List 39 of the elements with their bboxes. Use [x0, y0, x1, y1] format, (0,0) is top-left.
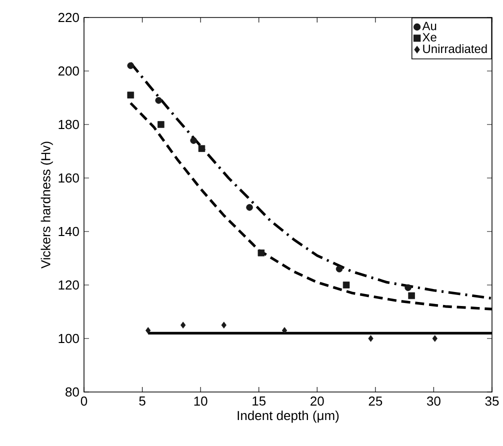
y-tick-label: 200: [58, 66, 79, 76]
point: [342, 282, 350, 288]
y-tick-label: 100: [58, 334, 79, 344]
x-tick-label: 5: [139, 396, 146, 406]
point: [127, 62, 134, 70]
y-tick-label: 160: [58, 173, 79, 183]
point: [246, 204, 253, 211]
x-tick-label: 20: [310, 396, 324, 406]
y-tick-label: 120: [58, 280, 79, 290]
y-tick-label: 180: [58, 120, 79, 130]
x-tick-label: 25: [368, 396, 382, 406]
legend-label: Au: [422, 22, 436, 30]
point: [198, 145, 206, 152]
point: [258, 250, 265, 256]
legend-label: Unirradiated: [423, 44, 487, 54]
y-axis-title: Vickers hardness (Hv): [40, 142, 53, 268]
point: [404, 284, 412, 292]
point: [432, 335, 438, 342]
point: [282, 327, 288, 334]
point: [368, 335, 374, 342]
point: [158, 121, 164, 128]
point: [190, 137, 197, 144]
point: [180, 322, 186, 329]
x-tick-label: 0: [80, 396, 88, 406]
y-tick-label: 80: [66, 387, 79, 397]
point: [408, 292, 415, 300]
point: [146, 327, 151, 334]
point: [155, 97, 162, 104]
x-tick-label: 10: [194, 396, 208, 406]
y-tick-label: 140: [58, 226, 79, 236]
x-tick-label: 30: [426, 396, 440, 406]
y-tick-label: 220: [58, 12, 79, 22]
point: [221, 322, 226, 329]
point: [127, 92, 134, 98]
point: [336, 266, 343, 272]
x-axis-title: Indent depth (μm): [238, 410, 339, 423]
x-tick-label: 15: [252, 396, 266, 406]
legend-label: Xe: [422, 33, 436, 42]
x-tick-label: 35: [485, 396, 499, 406]
